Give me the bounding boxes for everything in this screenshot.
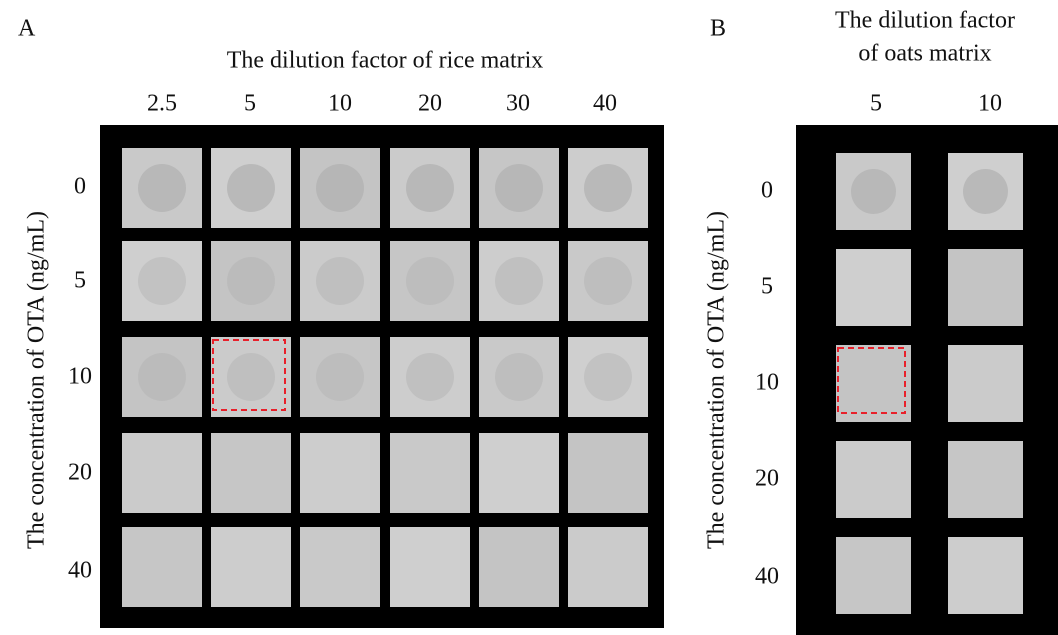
y-axis-label: The concentration of OTA (ng/mL) [24, 211, 50, 549]
test-spot [227, 257, 275, 305]
row-label: 20 [68, 460, 92, 486]
test-pad [300, 527, 380, 607]
test-spot [584, 353, 632, 401]
test-spot [406, 257, 454, 305]
test-pad [479, 337, 559, 417]
test-pad [211, 337, 291, 417]
test-pad [836, 537, 911, 614]
test-spot [584, 257, 632, 305]
panel-title: The dilution factor [835, 8, 1015, 34]
test-pad [948, 537, 1023, 614]
test-spot [495, 164, 543, 212]
test-pad [390, 241, 470, 321]
test-pad [568, 527, 648, 607]
test-spot [584, 164, 632, 212]
panel-label: B [710, 16, 726, 42]
test-pad [300, 433, 380, 513]
panel-label: A [18, 16, 36, 42]
column-label: 10 [328, 91, 352, 117]
row-label: 0 [761, 178, 773, 204]
test-pad [122, 433, 202, 513]
test-spot [316, 164, 364, 212]
test-pad [568, 433, 648, 513]
row-label: 10 [755, 370, 779, 396]
column-label: 30 [506, 91, 530, 117]
test-pad [568, 337, 648, 417]
test-spot [495, 257, 543, 305]
column-label: 2.5 [147, 91, 177, 117]
row-label: 40 [68, 558, 92, 584]
test-spot [406, 164, 454, 212]
test-pad [211, 241, 291, 321]
test-pad [211, 527, 291, 607]
row-label: 0 [74, 174, 86, 200]
highlight-box [837, 347, 906, 414]
column-label: 40 [593, 91, 617, 117]
test-pad [836, 441, 911, 518]
test-pad [390, 433, 470, 513]
row-label: 5 [761, 274, 773, 300]
column-label: 5 [244, 91, 256, 117]
test-spot [138, 353, 186, 401]
test-pad [948, 249, 1023, 326]
panel-title: The dilution factor of rice matrix [227, 48, 544, 74]
test-pad [836, 249, 911, 326]
test-pad [479, 433, 559, 513]
test-pad [300, 337, 380, 417]
test-pad [122, 527, 202, 607]
row-label: 40 [755, 564, 779, 590]
test-spot [316, 257, 364, 305]
test-spot [406, 353, 454, 401]
test-spot [316, 353, 364, 401]
test-pad [568, 241, 648, 321]
test-pad [122, 241, 202, 321]
test-pad [479, 527, 559, 607]
column-label: 20 [418, 91, 442, 117]
test-spot [495, 353, 543, 401]
test-spot [138, 164, 186, 212]
test-pad [390, 527, 470, 607]
test-spot [138, 257, 186, 305]
test-pad [479, 241, 559, 321]
test-spot [963, 169, 1008, 214]
test-pad [948, 441, 1023, 518]
row-label: 5 [74, 268, 86, 294]
column-label: 10 [978, 91, 1002, 117]
test-pad [390, 337, 470, 417]
y-axis-label: The concentration of OTA (ng/mL) [704, 211, 730, 549]
test-pad [300, 241, 380, 321]
column-label: 5 [870, 91, 882, 117]
highlight-box [212, 339, 286, 411]
test-pad [122, 337, 202, 417]
panel-title: of oats matrix [858, 41, 991, 67]
test-pad [211, 433, 291, 513]
test-spot [851, 169, 896, 214]
row-label: 10 [68, 364, 92, 390]
test-pad [948, 345, 1023, 422]
test-spot [227, 164, 275, 212]
test-spot [227, 353, 275, 401]
row-label: 20 [755, 466, 779, 492]
test-pad [836, 345, 911, 422]
